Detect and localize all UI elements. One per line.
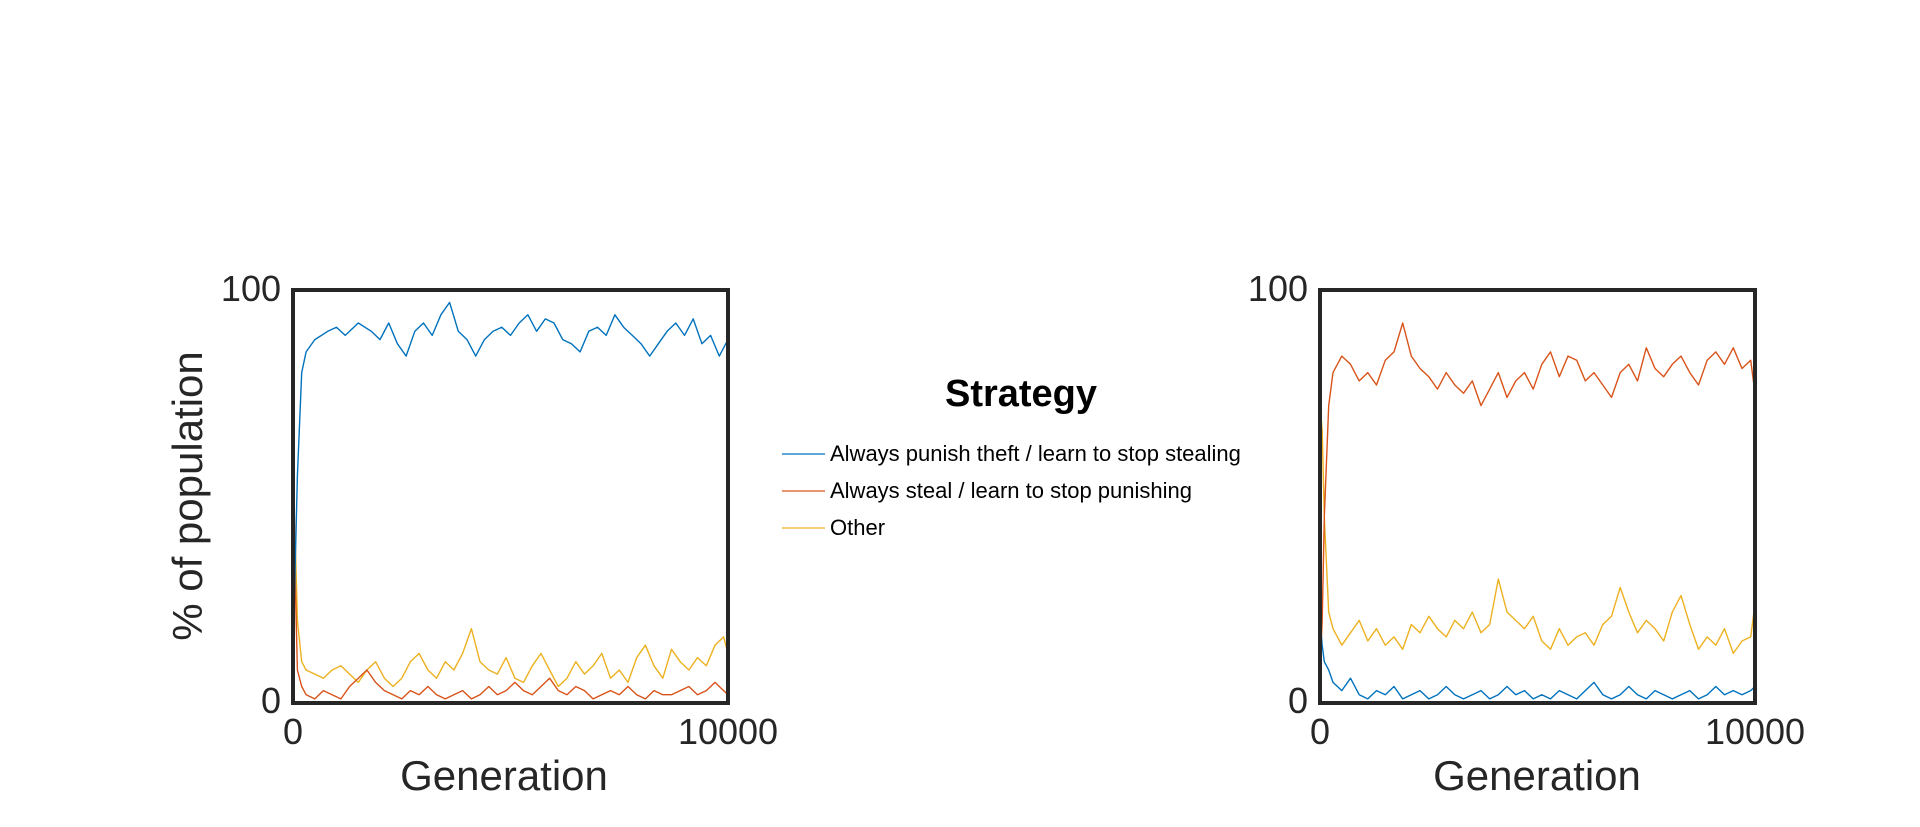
left-chart-panel: 100 0 0 10000 Generation % of population [164, 268, 778, 799]
right-xtick-end: 10000 [1705, 711, 1805, 752]
right-series-line-other [1319, 405, 1756, 655]
right-xtick-start: 0 [1310, 711, 1330, 752]
legend-label-steal: Always steal / learn to stop punishing [830, 478, 1192, 503]
legend: Strategy Always punish theft / learn to … [782, 373, 1241, 540]
right-series-line-punish [1319, 620, 1756, 700]
left-xtick-start: 0 [283, 711, 303, 752]
left-chart-frame [291, 288, 730, 705]
right-x-axis-title: Generation [1433, 752, 1641, 799]
left-y-axis-title: % of population [164, 351, 211, 641]
legend-title: Strategy [945, 373, 1097, 415]
left-series-line-other [292, 537, 729, 688]
left-xtick-end: 10000 [678, 711, 778, 752]
left-series-line-steal [292, 413, 729, 700]
right-ytick-bottom: 0 [1288, 680, 1308, 721]
left-ytick-bottom: 0 [261, 680, 281, 721]
left-ytick-top: 100 [221, 268, 281, 309]
right-chart-frame [1318, 288, 1757, 705]
right-chart-panel: 100 0 0 10000 Generation [1248, 268, 1805, 799]
right-chart-lines [1319, 322, 1756, 700]
legend-label-punish: Always punish theft / learn to stop stea… [830, 441, 1241, 466]
left-chart-lines [292, 301, 729, 700]
legend-label-other: Other [830, 515, 885, 540]
left-x-axis-title: Generation [400, 752, 608, 799]
left-series-line-punish [292, 301, 729, 654]
right-ytick-top: 100 [1248, 268, 1308, 309]
right-series-line-steal [1319, 322, 1756, 671]
